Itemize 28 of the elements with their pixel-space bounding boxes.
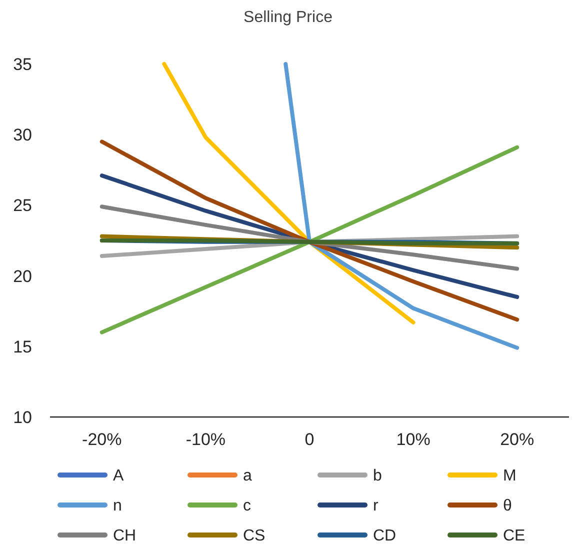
legend-label: CH [113, 528, 136, 545]
line-series [284, 62, 520, 350]
legend-label: c [243, 498, 251, 515]
x-tick-label: 0 [304, 430, 314, 449]
legend-label: n [113, 498, 122, 515]
legend-label: a [243, 468, 252, 485]
chart-title: Selling Price [244, 9, 333, 26]
line-series [162, 62, 416, 324]
legend-label: CD [373, 528, 396, 545]
line-series [100, 204, 520, 271]
y-tick-label: 15 [13, 337, 32, 356]
legend-label: CE [503, 528, 526, 545]
legend-label: M [503, 468, 516, 485]
legend-label: A [113, 468, 124, 485]
x-tick-label: -10% [186, 430, 226, 449]
y-tick-label: 10 [13, 408, 32, 427]
y-tick-label: 25 [13, 196, 32, 216]
legend-label: b [373, 468, 382, 485]
legend-label: θ [503, 498, 512, 515]
y-tick-label: 30 [13, 126, 32, 145]
x-tick-label: 20% [500, 430, 534, 449]
x-tick-label: 10% [396, 430, 430, 449]
line-series [100, 174, 520, 299]
legend-label: CS [243, 528, 266, 545]
legend-label: r [373, 498, 379, 515]
x-tick-label: -20% [82, 430, 122, 449]
y-tick-label: 35 [13, 54, 32, 74]
y-tick-label: 20 [13, 266, 32, 286]
